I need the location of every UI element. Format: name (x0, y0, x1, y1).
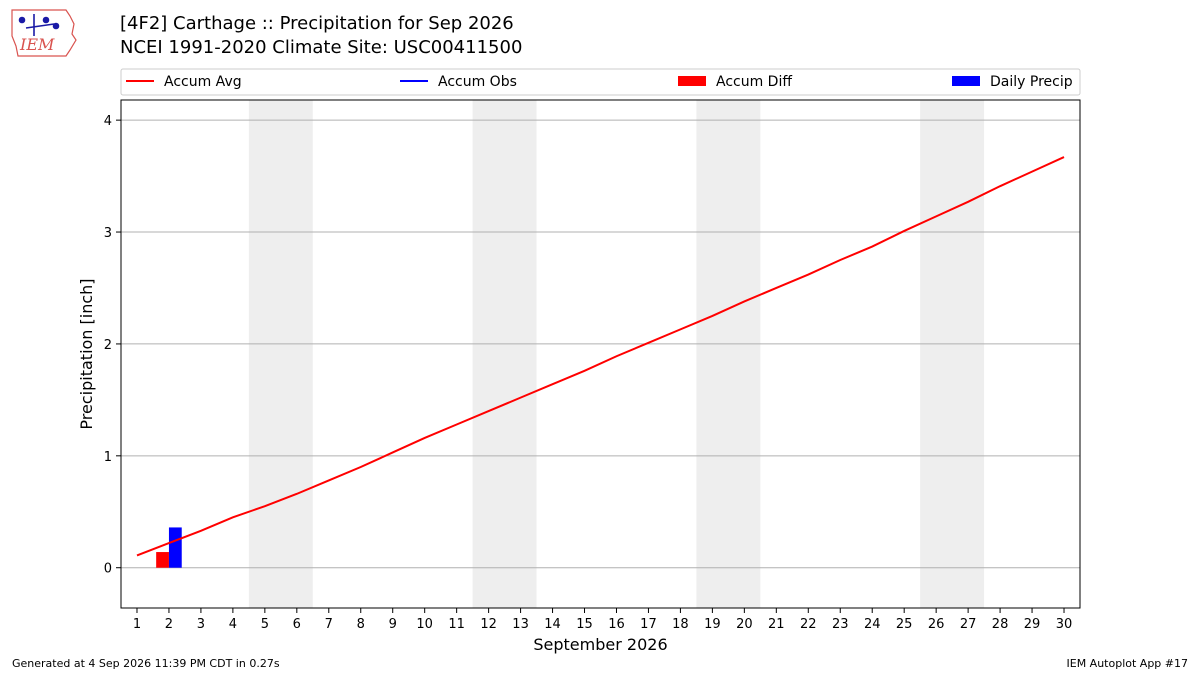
line-series (136, 156, 1065, 557)
legend-label-accum-avg: Accum Avg (164, 74, 242, 90)
iem-logo: IEM (11, 9, 77, 57)
x-tick-label-24: 24 (864, 617, 881, 632)
y-tick-label-0: 0 (104, 562, 112, 577)
x-tick-label-21: 21 (768, 617, 785, 632)
x-tick-label-10: 10 (416, 617, 433, 632)
y-tick-label-2: 2 (104, 338, 112, 353)
x-tick-label-1: 1 (133, 617, 141, 632)
y-tick-label-1: 1 (104, 450, 112, 465)
y-axis-label: Precipitation [inch] (77, 278, 96, 429)
x-axis-label: September 2026 (533, 635, 667, 654)
legend-label-accum-obs: Accum Obs (438, 74, 517, 90)
bar-accum-diff-2 (156, 552, 169, 568)
legend-swatch-accum-diff (678, 76, 706, 86)
x-tick-label-28: 28 (992, 617, 1009, 632)
weekend-bands (248, 100, 985, 608)
y-tick-label-4: 4 (104, 114, 112, 129)
legend-label-accum-diff: Accum Diff (716, 74, 792, 90)
line-accum-avg (136, 156, 1065, 557)
legend-label-daily-precip: Daily Precip (990, 74, 1073, 90)
x-tick-label-12: 12 (480, 617, 497, 632)
x-tick-label-14: 14 (544, 617, 561, 632)
x-tick-label-13: 13 (512, 617, 529, 632)
weekend-band-2 (696, 100, 761, 608)
x-tick-label-8: 8 (357, 617, 365, 632)
legend-swatch-daily-precip (952, 76, 980, 86)
x-tick-label-11: 11 (448, 617, 465, 632)
plot-frame (120, 99, 1081, 609)
app-label: IEM Autoplot App #17 (1066, 657, 1189, 670)
x-tick-label-3: 3 (197, 617, 205, 632)
x-tick-label-18: 18 (672, 617, 689, 632)
x-tick-label-5: 5 (261, 617, 269, 632)
weekend-band-0 (248, 100, 313, 608)
x-tick-label-17: 17 (640, 617, 657, 632)
x-tick-label-2: 2 (165, 617, 173, 632)
x-tick-label-7: 7 (325, 617, 333, 632)
x-tick-label-20: 20 (736, 617, 753, 632)
x-tick-label-19: 19 (704, 617, 721, 632)
generated-timestamp: Generated at 4 Sep 2026 11:39 PM CDT in … (12, 657, 280, 670)
bar-series (156, 527, 182, 568)
weekend-band-1 (472, 100, 537, 608)
y-axis: 0 1 2 3 4 (104, 114, 121, 577)
x-tick-label-29: 29 (1024, 617, 1041, 632)
x-tick-label-15: 15 (576, 617, 593, 632)
x-tick-label-30: 30 (1056, 617, 1073, 632)
x-tick-label-6: 6 (293, 617, 301, 632)
logo-text: IEM (19, 35, 55, 54)
x-tick-label-25: 25 (896, 617, 913, 632)
weather-station-icon (18, 14, 60, 36)
chart-subtitle: NCEI 1991-2020 Climate Site: USC00411500 (120, 37, 523, 58)
x-tick-label-26: 26 (928, 617, 945, 632)
legend-box (120, 68, 1081, 96)
x-tick-label-9: 9 (389, 617, 397, 632)
chart-title: [4F2] Carthage :: Precipitation for Sep … (120, 13, 514, 34)
weekend-band-3 (920, 100, 985, 608)
x-axis: 1 2 3 4 5 6 7 8 9 10 11 12 13 14 15 16 17 18 19 20 21 22 23 24 2… (133, 608, 1072, 632)
iowa-outline-icon (11, 9, 77, 57)
x-tick-label-16: 16 (608, 617, 625, 632)
x-tick-label-22: 22 (800, 617, 817, 632)
y-gridlines (121, 119, 1080, 569)
y-tick-label-3: 3 (104, 226, 112, 241)
x-tick-label-23: 23 (832, 617, 849, 632)
x-tick-label-27: 27 (960, 617, 977, 632)
legend: Accum Avg Accum Obs Accum Diff Daily Precip (120, 68, 1081, 96)
bar-daily-precip-2 (168, 527, 182, 568)
x-tick-label-4: 4 (229, 617, 237, 632)
